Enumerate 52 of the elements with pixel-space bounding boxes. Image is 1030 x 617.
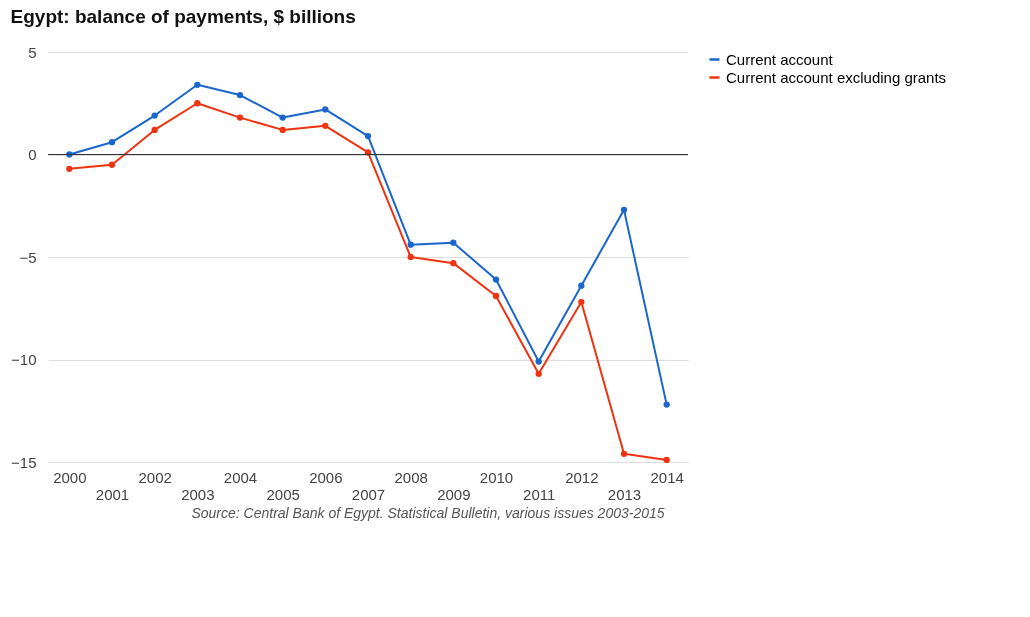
point	[578, 282, 585, 289]
point	[407, 241, 414, 248]
x-tick-label: 2010	[479, 468, 514, 486]
source-note: Source: Central Bank of Egypt. Statistical Bulletin, various issues 2003-2015	[191, 505, 665, 521]
point	[322, 122, 329, 129]
point	[108, 139, 116, 146]
point	[492, 292, 500, 300]
point	[535, 358, 542, 365]
point	[194, 100, 201, 107]
point	[151, 126, 158, 134]
point	[236, 114, 244, 121]
x-tick-label: 2002	[138, 468, 172, 486]
point	[620, 206, 628, 214]
x-tick-label: 2003	[181, 485, 215, 503]
x-tick-label: 2008	[394, 468, 428, 486]
point	[194, 81, 201, 88]
legend-label: Current account excluding grants	[726, 68, 947, 86]
y-tick-label: −5	[19, 248, 37, 266]
x-tick-label: 2007	[351, 485, 386, 503]
legend-label: Current account	[726, 50, 834, 68]
x-tick-label: 2012	[565, 468, 599, 486]
point	[535, 370, 542, 378]
point	[663, 401, 670, 408]
point	[364, 132, 372, 140]
point	[620, 450, 628, 457]
point	[66, 165, 73, 173]
x-tick-label: 2006	[309, 468, 343, 486]
point	[407, 253, 414, 261]
point	[492, 276, 500, 283]
point	[151, 112, 158, 119]
point	[279, 114, 286, 121]
x-tick-label: 2001	[95, 485, 130, 503]
y-tick-label: −15	[11, 453, 37, 471]
point	[108, 161, 116, 168]
point	[322, 106, 329, 113]
point	[236, 91, 244, 99]
point	[450, 239, 457, 246]
y-tick-label: 5	[28, 43, 37, 61]
y-tick-label: −10	[11, 351, 37, 368]
x-tick-label: 2011	[523, 485, 556, 503]
y-tick-label: 0	[28, 146, 37, 163]
x-tick-label: 2004	[223, 468, 258, 486]
x-tick-label: 2000	[53, 468, 87, 486]
point	[279, 126, 286, 134]
point	[578, 298, 585, 306]
x-tick-label: 2013	[607, 485, 642, 503]
x-tick-label: 2005	[266, 485, 300, 503]
x-tick-label: 2014	[650, 468, 684, 486]
point	[450, 259, 457, 267]
point	[663, 456, 670, 464]
x-tick-label: 2009	[437, 485, 471, 503]
chart-title: Egypt: balance of payments, $ billions	[10, 6, 356, 27]
